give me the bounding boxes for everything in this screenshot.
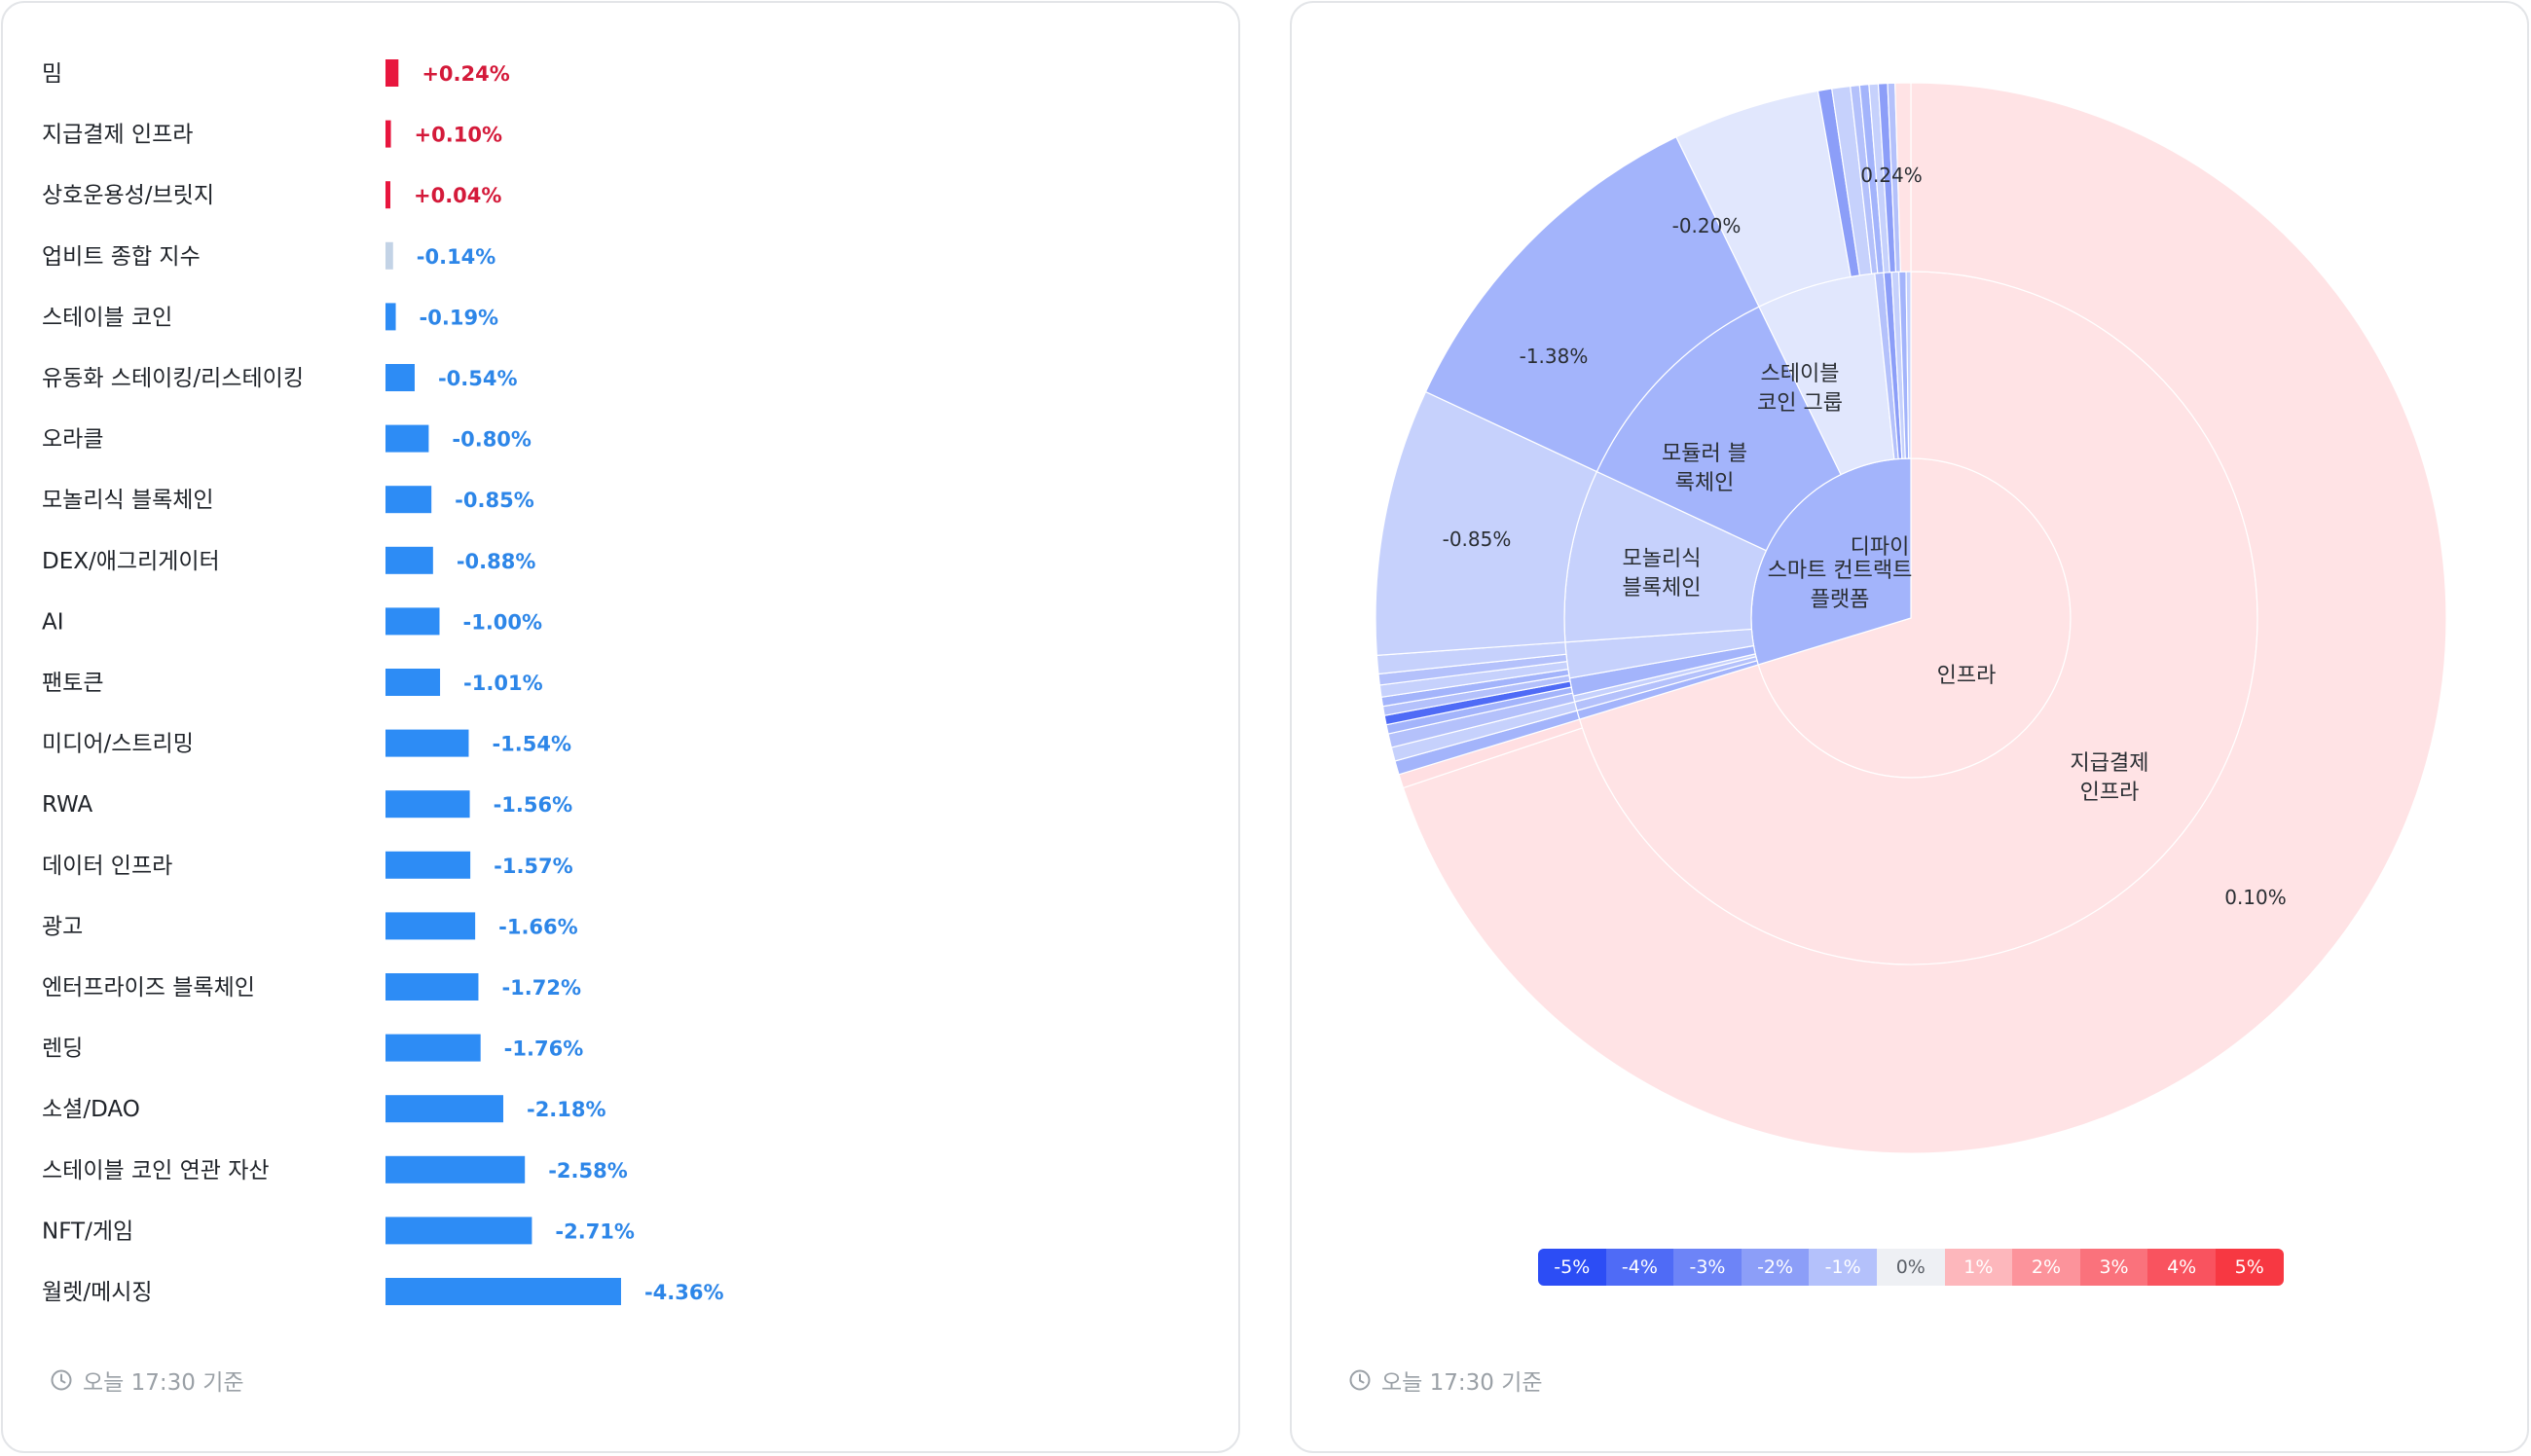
- category-label-4: 스테이블 코인: [42, 305, 172, 330]
- sunburst-label-monolithic: 모놀리식 블록체인: [1623, 547, 1702, 601]
- legend-cell-4: -1%: [1809, 1249, 1877, 1286]
- sunburst-label-stable: 스테이블 코인 그룹: [1757, 362, 1843, 416]
- category-label-2: 상호운용성/브릿지: [42, 183, 214, 208]
- value-label-16: -1.76%: [504, 1037, 584, 1061]
- category-label-9: AI: [42, 609, 64, 635]
- legend-cell-5: 0%: [1876, 1249, 1945, 1286]
- sunburst-label-defi: 디파이: [1851, 535, 1910, 560]
- legend-cell-9: 4%: [2147, 1249, 2216, 1286]
- bar-0[interactable]: [385, 59, 399, 87]
- legend-cell-7: 2%: [2012, 1249, 2080, 1286]
- category-label-20: 월렛/메시징: [42, 1280, 153, 1305]
- legend-cell-8: 3%: [2079, 1249, 2148, 1286]
- sunburst-value-label-4: 0.24%: [1860, 164, 1923, 187]
- timestamp-text: 오늘 17:30 기준: [83, 1370, 244, 1396]
- legend-cell-1: -4%: [1605, 1249, 1674, 1286]
- bar-12[interactable]: [385, 790, 470, 819]
- value-label-10: -1.01%: [463, 672, 543, 695]
- value-label-5: -0.54%: [438, 367, 518, 390]
- category-label-5: 유동화 스테이킹/리스테이킹: [42, 366, 304, 391]
- category-label-8: DEX/애그리게이터: [42, 549, 220, 574]
- value-label-3: -0.14%: [417, 245, 496, 269]
- sunburst-label-infra: 인프라: [1937, 664, 1997, 688]
- legend-cell-0: -5%: [1538, 1249, 1606, 1286]
- value-label-1: +0.10%: [415, 124, 502, 147]
- category-label-17: 소셜/DAO: [42, 1097, 140, 1122]
- value-label-9: -1.00%: [463, 610, 543, 634]
- bar-20[interactable]: [385, 1278, 621, 1305]
- legend-cell-3: -2%: [1741, 1249, 1810, 1286]
- bar-4[interactable]: [385, 303, 396, 331]
- value-label-6: -0.80%: [452, 428, 532, 452]
- sunburst-label-smart-contract: 스마트 컨트랙트 플랫폼: [1768, 559, 1913, 612]
- value-label-18: -2.58%: [548, 1159, 628, 1183]
- timestamp-footer-right: 오늘 17:30 기준: [1348, 1364, 1543, 1397]
- clock-icon: [1349, 1369, 1371, 1391]
- clock-icon: [51, 1369, 72, 1391]
- value-label-15: -1.72%: [501, 976, 581, 1000]
- legend-cell-10: 5%: [2215, 1249, 2284, 1286]
- sunburst-value-label-3: -0.20%: [1672, 214, 1742, 237]
- bar-6[interactable]: [385, 424, 429, 453]
- bar-10[interactable]: [385, 669, 441, 696]
- category-label-16: 렌딩: [42, 1037, 83, 1062]
- value-label-0: +0.24%: [422, 62, 509, 86]
- bar-11[interactable]: [385, 729, 469, 757]
- value-label-11: -1.54%: [492, 733, 571, 756]
- category-label-13: 데이터 인프라: [42, 854, 172, 879]
- bar-chart-card: 밈 +0.24% 지급결제 인프라 +0.10% 상호운용성/브릿지 +0.04% 업비트 …: [1, 1, 1240, 1453]
- category-label-15: 엔터프라이즈 블록체인: [42, 975, 255, 1001]
- value-label-13: -1.57%: [494, 855, 573, 878]
- bar-15[interactable]: [385, 973, 479, 1001]
- category-label-10: 팬토큰: [42, 671, 103, 696]
- category-label-18: 스테이블 코인 연관 자산: [42, 1158, 270, 1183]
- bar-2[interactable]: [385, 181, 390, 209]
- timestamp-text: 오늘 17:30 기준: [1381, 1370, 1543, 1396]
- category-label-1: 지급결제 인프라: [42, 123, 193, 148]
- category-label-3: 업비트 종합 지수: [42, 244, 201, 270]
- value-label-7: -0.85%: [455, 489, 534, 512]
- value-label-8: -0.88%: [457, 550, 536, 573]
- bar-18[interactable]: [385, 1155, 526, 1183]
- bar-7[interactable]: [385, 486, 432, 514]
- sunburst-value-label-2: -1.38%: [1520, 345, 1589, 368]
- category-label-12: RWA: [42, 792, 93, 818]
- bar-19[interactable]: [385, 1217, 532, 1245]
- legend-cell-6: 1%: [1944, 1249, 2013, 1286]
- value-label-20: -4.36%: [644, 1281, 724, 1304]
- category-label-14: 광고: [42, 914, 83, 939]
- value-label-12: -1.56%: [494, 793, 573, 817]
- sunburst-outer-payment[interactable]: [1402, 82, 2447, 1154]
- category-label-7: 모놀리식 블록체인: [42, 488, 214, 513]
- bar-17[interactable]: [385, 1095, 503, 1123]
- category-label-19: NFT/게임: [42, 1219, 133, 1244]
- bar-14[interactable]: [385, 912, 476, 940]
- value-label-17: -2.18%: [527, 1098, 606, 1121]
- bar-3[interactable]: [385, 241, 393, 270]
- legend-cell-2: -3%: [1673, 1249, 1742, 1286]
- bar-8[interactable]: [385, 546, 433, 574]
- sunburst-value-label-1: -0.85%: [1443, 528, 1512, 551]
- bar-5[interactable]: [385, 364, 415, 391]
- category-label-11: 미디어/스트리밍: [42, 732, 194, 757]
- bar-13[interactable]: [385, 851, 471, 879]
- sunburst-label-payment: 지급결제 인프라: [2071, 751, 2149, 805]
- bar-16[interactable]: [385, 1034, 481, 1062]
- category-label-0: 밈: [42, 61, 62, 87]
- bar-chart: 밈 +0.24% 지급결제 인프라 +0.10% 상호운용성/브릿지 +0.04% 업비트 …: [42, 59, 724, 1305]
- sunburst-label-modular: 모듈러 블 록체인: [1662, 442, 1747, 495]
- value-label-19: -2.71%: [555, 1219, 635, 1243]
- sunburst-outer-tail-7[interactable]: [1894, 82, 1912, 273]
- bar-1[interactable]: [385, 120, 391, 148]
- value-label-2: +0.04%: [414, 184, 501, 207]
- timestamp-footer-left: 오늘 17:30 기준: [50, 1364, 244, 1397]
- bar-9[interactable]: [385, 607, 440, 636]
- category-label-6: 오라클: [42, 427, 103, 453]
- color-scale-legend: -5% -4% -3% -2% -1% 0% 1% 2% 3% 4% 5%: [1538, 1249, 2284, 1286]
- sunburst-value-label-0: 0.10%: [2224, 886, 2287, 909]
- value-label-14: -1.66%: [498, 915, 578, 938]
- value-label-4: -0.19%: [420, 306, 499, 329]
